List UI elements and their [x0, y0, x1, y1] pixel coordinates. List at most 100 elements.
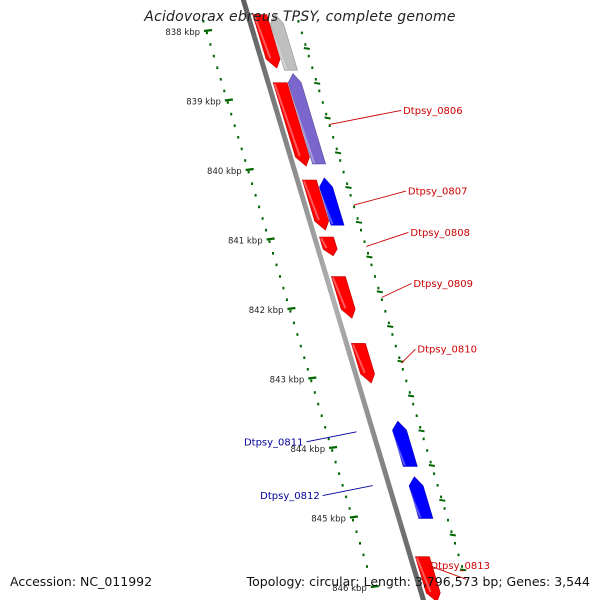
outer-scale-dot: [297, 20, 300, 23]
scale-tick-label: 845 kbp: [311, 515, 346, 525]
genome-backbone: [240, 0, 426, 600]
outer-scale-tick: [449, 533, 456, 537]
scale-tick: [328, 445, 338, 450]
outer-scale-dot: [394, 344, 397, 348]
outer-scale-dot: [422, 437, 425, 441]
outer-scale-dot: [391, 333, 394, 336]
scale-tick-label: 840 kbp: [207, 167, 242, 177]
gene-label[interactable]: Dtpsy_0807: [408, 187, 468, 198]
inner-scale-dot: [334, 460, 337, 464]
gene-label[interactable]: Dtpsy_0812: [260, 491, 320, 502]
outer-scale-tick: [303, 47, 310, 50]
outer-scale-dot: [360, 228, 362, 232]
gene-0813: [414, 556, 441, 600]
outer-scale-dot: [374, 275, 376, 278]
scale-tick-label: 838 kbp: [165, 28, 200, 38]
inner-scale-dot: [313, 391, 316, 394]
gene-0807-highlight: [302, 180, 320, 221]
feature-grey: [270, 14, 298, 71]
inner-scale-dot: [338, 472, 341, 475]
inner-scale-dot: [292, 321, 295, 325]
outer-scale-dot: [443, 507, 446, 510]
gene-label[interactable]: Dtpsy_0806: [403, 106, 463, 117]
outer-scale-dot: [419, 426, 422, 429]
outer-scale-dot: [356, 217, 359, 220]
feature-blue: [319, 177, 345, 226]
gene-label-leader: [366, 231, 409, 247]
outer-scale-dot: [398, 356, 401, 359]
gene-label[interactable]: Dtpsy_0809: [413, 279, 473, 290]
inner-scale-dot: [216, 66, 219, 69]
outer-scale-dot: [447, 518, 449, 522]
outer-scale-tick: [366, 255, 373, 259]
gene-0807: [301, 179, 330, 231]
outer-scale-dot: [461, 565, 463, 568]
outer-scale-dot: [401, 368, 404, 371]
gene-label-leader: [306, 431, 357, 443]
map-title: Acidovorax ebreus TPSY, complete genome: [144, 9, 456, 25]
inner-scale-dot: [279, 275, 281, 278]
scale-tick-label: 842 kbp: [249, 306, 284, 316]
outer-scale-dot: [346, 182, 349, 185]
outer-scale-tick: [345, 186, 352, 189]
gene-label-leader: [353, 190, 407, 206]
outer-scale-dot: [339, 159, 342, 162]
inner-scale-dot: [258, 205, 261, 209]
inner-scale-dot: [359, 542, 361, 545]
scale-tick: [308, 376, 317, 380]
accession-text: Accession: NC_011992: [10, 574, 153, 589]
outer-scale-dot: [321, 101, 324, 104]
inner-scale-dot: [251, 182, 254, 185]
inner-scale-dot: [275, 263, 278, 267]
scale-tick: [203, 28, 213, 33]
gene-label-leader: [381, 283, 412, 298]
gene-0811: [392, 420, 418, 467]
outer-scale-tick: [460, 568, 467, 572]
gene-label-leader: [322, 485, 373, 497]
inner-scale-dot: [272, 252, 274, 255]
outer-scale-dot: [387, 321, 390, 325]
gene-0811-highlight: [390, 430, 406, 466]
gene-label[interactable]: Dtpsy_0811: [244, 437, 304, 448]
outer-scale-dot: [335, 147, 338, 151]
outer-scale-dot: [454, 542, 456, 545]
gene-0813-highlight: [415, 557, 432, 593]
feature-violet: [287, 73, 327, 165]
inner-scale-dot: [247, 170, 250, 174]
gene-label[interactable]: Dtpsy_0813: [430, 561, 490, 572]
outer-scale-tick: [387, 325, 394, 328]
inner-scale-dot: [366, 565, 368, 568]
inner-scale-dot: [223, 89, 226, 93]
gene-0806: [272, 82, 310, 167]
genome-summary-text: Topology: circular; Length: 3,796,573 bp…: [246, 574, 590, 589]
outer-scale-dot: [342, 170, 345, 174]
gene-label-leader: [329, 109, 402, 125]
gene-0810: [350, 343, 375, 384]
outer-scale-dot: [436, 484, 439, 487]
gene-0808: [319, 236, 338, 257]
outer-scale-dot: [349, 194, 352, 197]
inner-scale-dot: [310, 379, 313, 383]
outer-scale-dot: [304, 43, 307, 46]
inner-scale-dot: [331, 449, 334, 452]
inner-scale-dot: [327, 437, 330, 441]
outer-scale-dot: [380, 298, 383, 301]
inner-scale-dot: [226, 101, 229, 104]
outer-scale-tick: [355, 220, 363, 224]
outer-scale-dot: [363, 240, 366, 243]
scale-tick-label: 843 kbp: [270, 376, 305, 386]
outer-scale-dot: [433, 472, 436, 475]
scale-tick: [287, 306, 296, 311]
inner-scale-dot: [285, 298, 288, 301]
gene-label[interactable]: Dtpsy_0810: [417, 345, 477, 356]
gene-0812: [408, 476, 434, 519]
inner-scale-dot: [265, 228, 267, 232]
inner-scale-dot: [355, 530, 358, 533]
gene-label-leader: [401, 348, 416, 364]
inner-scale-dot: [219, 78, 222, 81]
outer-scale-dot: [367, 252, 369, 255]
inner-scale-dot: [240, 147, 243, 151]
outer-scale-dot: [384, 310, 387, 313]
outer-scale-dot: [314, 78, 317, 81]
gene-label[interactable]: Dtpsy_0808: [410, 228, 470, 239]
